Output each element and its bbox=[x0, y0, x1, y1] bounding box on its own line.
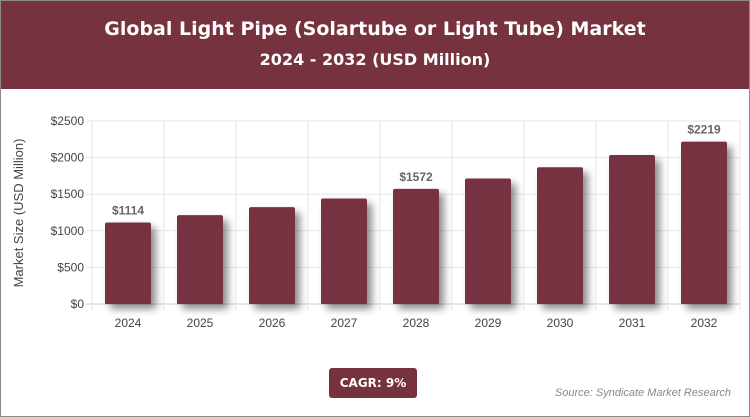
y-axis-label: Market Size (USD Million) bbox=[11, 139, 26, 288]
bar-2031 bbox=[609, 154, 655, 304]
x-tick-label: 2025 bbox=[187, 316, 214, 330]
y-tick-label: $2000 bbox=[51, 151, 85, 165]
x-tick-label: 2032 bbox=[691, 316, 718, 330]
cagr-badge: CAGR: 9% bbox=[329, 368, 417, 398]
y-tick-label: $0 bbox=[71, 297, 85, 311]
x-tick-label: 2024 bbox=[115, 316, 142, 330]
x-tick-label: 2027 bbox=[331, 316, 358, 330]
y-tick-label: $2500 bbox=[51, 114, 85, 128]
source-note: Source: Syndicate Market Research bbox=[554, 387, 731, 399]
bar-2030 bbox=[537, 167, 583, 304]
chart-header: Global Light Pipe (Solartube or Light Tu… bbox=[1, 1, 749, 89]
chart-subtitle: 2024 - 2032 (USD Million) bbox=[259, 50, 491, 69]
bar-2029 bbox=[465, 178, 511, 304]
y-tick-label: $1000 bbox=[51, 224, 85, 238]
bar-2025 bbox=[177, 215, 223, 304]
bar-2024 bbox=[105, 222, 151, 304]
bar-2028 bbox=[393, 188, 439, 304]
data-label: $1114 bbox=[112, 203, 144, 217]
x-tick-label: 2028 bbox=[403, 316, 430, 330]
x-tick-label: 2031 bbox=[619, 316, 646, 330]
bar-2032 bbox=[681, 141, 727, 304]
y-tick-label: $1500 bbox=[51, 187, 85, 201]
bar-2027 bbox=[321, 198, 367, 304]
x-tick-label: 2029 bbox=[475, 316, 502, 330]
data-label: $1572 bbox=[399, 170, 433, 184]
chart-title: Global Light Pipe (Solartube or Light Tu… bbox=[104, 18, 646, 40]
bar-2026 bbox=[249, 207, 295, 304]
x-tick-label: 2030 bbox=[547, 316, 574, 330]
y-tick-label: $500 bbox=[57, 260, 84, 274]
data-label: $2219 bbox=[687, 123, 721, 137]
x-tick-label: 2026 bbox=[259, 316, 286, 330]
